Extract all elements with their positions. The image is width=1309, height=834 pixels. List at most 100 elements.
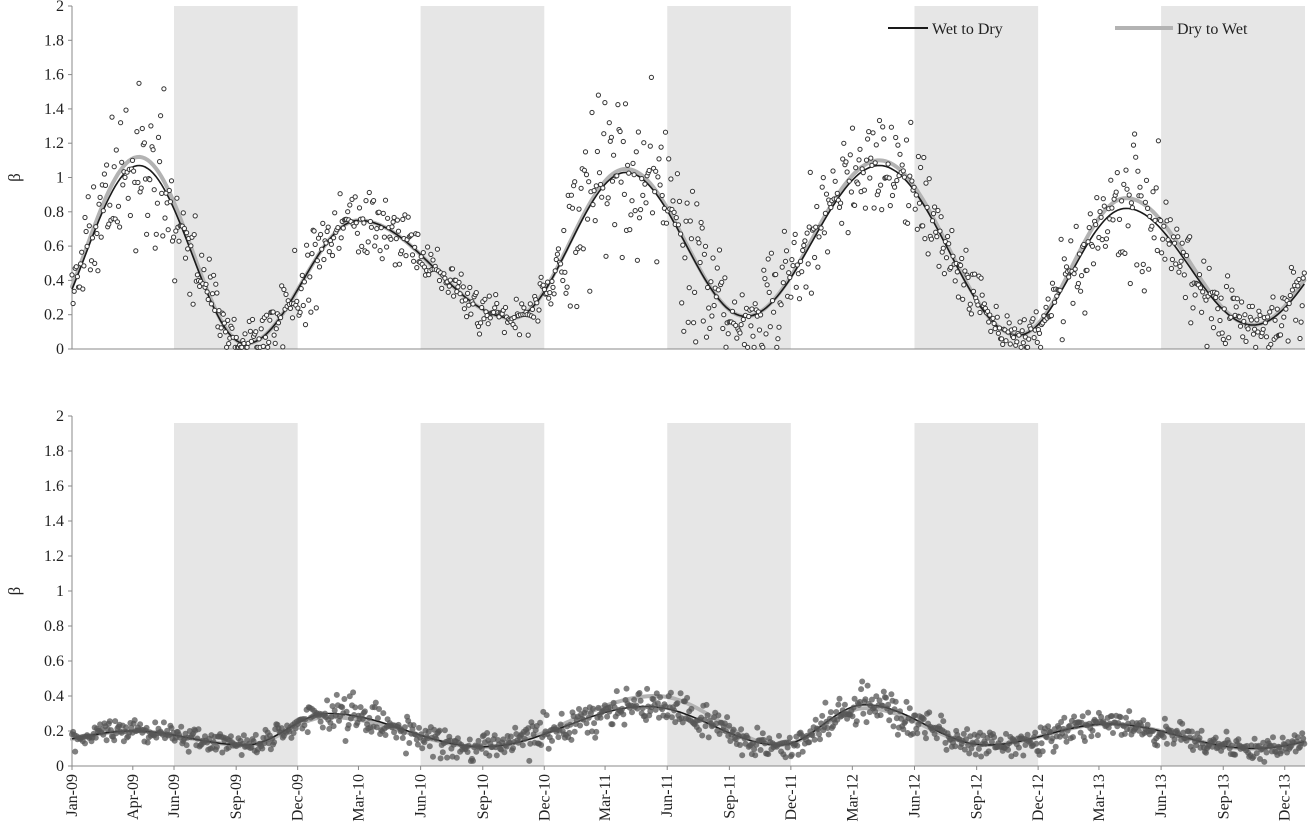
data-point (975, 302, 981, 308)
data-point (851, 695, 858, 702)
data-point (561, 227, 567, 234)
data-point (812, 254, 818, 261)
data-point (347, 202, 353, 208)
data-point (859, 678, 866, 685)
data-point (627, 227, 633, 233)
data-point (1057, 287, 1063, 293)
data-point (596, 170, 603, 176)
data-point (982, 740, 989, 747)
data-point (1268, 341, 1274, 347)
data-point (205, 296, 211, 303)
data-point (1032, 729, 1039, 736)
data-point (587, 288, 593, 294)
data-point (869, 162, 875, 168)
data-point (384, 244, 390, 250)
bottom-panel: 0 0.2 0.4 0.6 0.8 1 1.2 1.4 1.6 1.8 2 β Jan-09 Apr-09… (5, 408, 1308, 822)
data-point (709, 313, 715, 319)
data-point (740, 316, 746, 323)
data-point (1121, 730, 1128, 737)
data-point (1052, 299, 1058, 305)
data-point (990, 315, 996, 321)
data-point (576, 706, 582, 712)
data-point (936, 263, 942, 269)
x-tick-label: Jun-09 (166, 774, 183, 818)
data-point (547, 290, 553, 296)
data-point (946, 241, 952, 247)
data-point (519, 742, 526, 749)
data-point (970, 288, 977, 294)
data-point (576, 206, 582, 212)
data-point (475, 737, 482, 744)
data-point (934, 234, 940, 240)
data-point (900, 168, 906, 174)
data-point (364, 249, 370, 256)
data-point (558, 261, 564, 267)
data-point (1016, 332, 1022, 338)
x-tick-label: Dec-10 (536, 774, 553, 821)
data-point (873, 693, 880, 700)
data-point (213, 281, 219, 287)
data-point (590, 705, 596, 712)
data-point (671, 707, 678, 714)
data-point (1255, 329, 1261, 335)
data-point (760, 344, 766, 350)
data-point (776, 732, 782, 739)
data-point (1020, 752, 1027, 759)
data-point (197, 283, 203, 289)
data-point (730, 726, 737, 733)
data-point (1163, 199, 1169, 205)
data-point (794, 262, 800, 268)
data-point (585, 216, 591, 222)
data-point (892, 698, 899, 705)
data-point (1175, 234, 1181, 240)
data-point (247, 328, 253, 334)
data-point (887, 203, 893, 209)
data-point (703, 701, 710, 708)
data-point (1113, 189, 1119, 195)
data-point (1039, 748, 1046, 755)
data-point (161, 86, 167, 92)
data-point (568, 192, 575, 198)
data-point (802, 238, 808, 244)
data-point (943, 746, 950, 753)
data-point (828, 204, 834, 211)
data-point (325, 224, 331, 230)
data-point (332, 210, 338, 216)
data-point (484, 730, 491, 736)
data-point (920, 716, 927, 722)
data-point (1299, 303, 1305, 309)
data-point (1254, 317, 1260, 323)
data-point (113, 147, 119, 153)
data-point (72, 748, 79, 755)
data-point (1199, 309, 1205, 315)
data-point (525, 332, 531, 338)
data-point (972, 271, 978, 277)
data-point (1234, 296, 1240, 302)
data-point (264, 312, 270, 318)
data-point (261, 740, 268, 747)
data-point (1177, 263, 1183, 269)
data-point (111, 737, 118, 744)
data-point (741, 341, 748, 348)
data-point (926, 176, 932, 182)
data-point (74, 274, 81, 280)
data-point (1208, 316, 1215, 322)
data-point (374, 715, 381, 722)
y-axis-label: β (5, 173, 24, 182)
y-tick-label: 0 (56, 341, 64, 358)
data-point (1170, 234, 1177, 240)
data-point (895, 142, 901, 148)
data-point (372, 699, 379, 706)
data-point (640, 192, 646, 198)
data-point (219, 749, 226, 756)
top-panel: 0 0.2 0.4 0.6 0.8 1 1.2 1.4 1.6 1.8 2 β (5, 0, 1307, 358)
data-point (1154, 247, 1160, 254)
data-point (220, 311, 226, 317)
data-point (567, 303, 573, 309)
data-point (295, 305, 301, 311)
data-point (1270, 734, 1276, 741)
data-point (91, 184, 97, 190)
data-point (1071, 271, 1077, 277)
data-point (1248, 317, 1255, 323)
data-point (159, 190, 165, 196)
